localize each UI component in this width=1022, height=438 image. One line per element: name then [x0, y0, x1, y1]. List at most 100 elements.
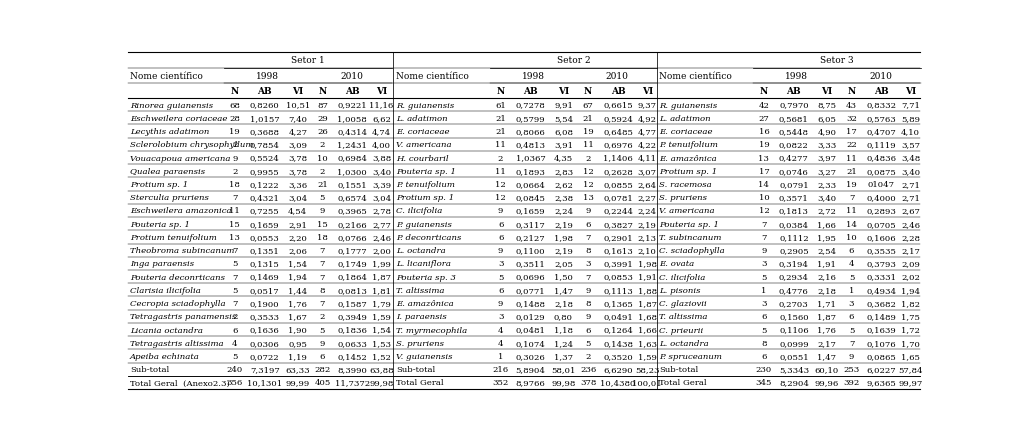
Text: 0,6615: 0,6615: [603, 101, 633, 110]
Text: 1,0300: 1,0300: [337, 167, 367, 175]
Text: E. amazônica: E. amazônica: [659, 154, 717, 162]
Text: 2,27: 2,27: [638, 194, 657, 202]
Text: 42: 42: [758, 101, 770, 110]
Text: Total Geral: Total Geral: [396, 378, 444, 387]
Text: 0,1488: 0,1488: [515, 299, 546, 307]
Text: 1,76: 1,76: [818, 326, 836, 334]
Text: 0,0853: 0,0853: [603, 273, 633, 281]
Text: 0,1106: 0,1106: [779, 326, 808, 334]
Text: 0,5524: 0,5524: [250, 154, 280, 162]
Text: 4,22: 4,22: [638, 141, 657, 149]
Text: 356: 356: [227, 378, 243, 387]
Text: 60,10: 60,10: [815, 365, 839, 373]
Text: 0,1113: 0,1113: [603, 286, 633, 294]
Text: 9: 9: [586, 286, 591, 294]
Text: 253: 253: [843, 365, 860, 373]
Text: 5,54: 5,54: [554, 115, 573, 123]
Text: AB: AB: [874, 87, 889, 95]
Text: AB: AB: [258, 87, 272, 95]
Text: 2010: 2010: [340, 71, 363, 81]
Text: 11: 11: [230, 207, 240, 215]
Text: 6,08: 6,08: [554, 128, 573, 136]
Text: 7: 7: [849, 339, 854, 347]
Text: 4,00: 4,00: [372, 141, 391, 149]
Text: 1,98: 1,98: [554, 233, 573, 241]
Text: 3,33: 3,33: [818, 141, 836, 149]
Text: 1,53: 1,53: [372, 339, 391, 347]
Text: 10: 10: [846, 233, 856, 241]
Text: 240: 240: [227, 365, 243, 373]
Text: 1,91: 1,91: [818, 260, 836, 268]
Text: 0,4321: 0,4321: [249, 194, 280, 202]
Text: 0,4277: 0,4277: [779, 154, 808, 162]
Text: 1,88: 1,88: [638, 286, 657, 294]
Text: 16: 16: [758, 128, 770, 136]
Text: Pouteria sp. 1: Pouteria sp. 1: [396, 167, 456, 175]
Text: 1,71: 1,71: [818, 299, 836, 307]
Text: 2,24: 2,24: [554, 207, 573, 215]
Text: Sub-total: Sub-total: [659, 365, 698, 373]
Text: 6: 6: [586, 220, 591, 228]
Text: 0,4836: 0,4836: [867, 154, 896, 162]
Text: 13: 13: [758, 154, 770, 162]
Text: 3,04: 3,04: [288, 194, 308, 202]
Text: Sub-total: Sub-total: [130, 365, 170, 373]
Text: P. tenuifolium: P. tenuifolium: [396, 180, 455, 188]
Text: Setor 3: Setor 3: [820, 57, 853, 65]
Text: AB: AB: [345, 87, 360, 95]
Text: 0,2934: 0,2934: [779, 273, 808, 281]
Text: 5: 5: [761, 326, 766, 334]
Text: 0,2166: 0,2166: [337, 220, 367, 228]
Text: 2,91: 2,91: [288, 220, 308, 228]
Text: 8: 8: [320, 286, 325, 294]
Text: 13: 13: [583, 194, 594, 202]
Text: 1,87: 1,87: [372, 273, 391, 281]
Text: 0,0517: 0,0517: [250, 286, 280, 294]
Text: 0,6574: 0,6574: [337, 194, 367, 202]
Text: R. guianensis: R. guianensis: [659, 101, 717, 110]
Text: 0,1365: 0,1365: [603, 299, 633, 307]
Text: 0,0705: 0,0705: [867, 220, 896, 228]
Text: 7: 7: [761, 220, 766, 228]
Text: VI: VI: [642, 87, 653, 95]
Text: Protium sp. 1: Protium sp. 1: [130, 180, 188, 188]
Text: 19: 19: [583, 128, 594, 136]
Text: 2,78: 2,78: [372, 207, 391, 215]
Text: 99,98: 99,98: [551, 378, 575, 387]
Text: 0,1813: 0,1813: [779, 207, 808, 215]
Text: 7: 7: [232, 299, 237, 307]
Text: I. paraensis: I. paraensis: [396, 313, 447, 321]
Text: 0,1864: 0,1864: [337, 273, 367, 281]
Text: 6: 6: [761, 352, 766, 360]
Text: 8,2904: 8,2904: [779, 378, 808, 387]
Text: 1,47: 1,47: [818, 352, 836, 360]
Text: 0,1351: 0,1351: [250, 247, 280, 254]
Text: Protium sp. 1: Protium sp. 1: [396, 194, 454, 202]
Text: 63,88: 63,88: [369, 365, 393, 373]
Text: 1998: 1998: [257, 71, 279, 81]
Text: 0,3117: 0,3117: [516, 220, 546, 228]
Text: Sclerolobium chrysophyllum: Sclerolobium chrysophyllum: [130, 141, 253, 149]
Text: 10,4380: 10,4380: [600, 378, 636, 387]
Text: 0,3571: 0,3571: [779, 194, 808, 202]
Text: 0,3827: 0,3827: [603, 220, 633, 228]
Text: 3,39: 3,39: [372, 180, 391, 188]
Text: 10: 10: [758, 194, 770, 202]
Text: V. americana: V. americana: [659, 207, 714, 215]
Text: 0,2628: 0,2628: [603, 167, 633, 175]
Text: 0,0865: 0,0865: [867, 352, 896, 360]
Text: 3,48: 3,48: [901, 154, 920, 162]
Text: 67: 67: [583, 101, 594, 110]
Text: 7: 7: [232, 247, 237, 254]
Text: 9: 9: [498, 207, 503, 215]
Text: 0,3533: 0,3533: [249, 313, 280, 321]
Text: 15: 15: [230, 220, 240, 228]
Text: 1,67: 1,67: [288, 313, 308, 321]
Text: 4,77: 4,77: [638, 128, 657, 136]
Text: 2,38: 2,38: [554, 194, 573, 202]
Text: 1,63: 1,63: [638, 339, 657, 347]
Text: 2,13: 2,13: [638, 233, 657, 241]
Text: 15: 15: [317, 220, 328, 228]
Text: 9,6365: 9,6365: [867, 378, 896, 387]
Text: Eschweilera amazonica: Eschweilera amazonica: [130, 207, 232, 215]
